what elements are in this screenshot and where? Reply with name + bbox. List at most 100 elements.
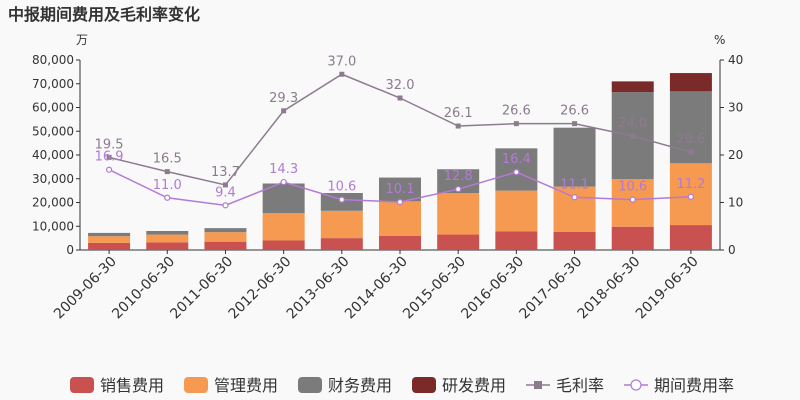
data-label: 12.8: [444, 169, 473, 184]
point-marker: [455, 123, 461, 129]
bar-segment: [437, 234, 480, 250]
left-tick-label: 40,000: [32, 148, 74, 162]
chart-title: 中报期间费用及毛利率变化: [8, 5, 200, 24]
bar-segment: [379, 177, 421, 202]
bar-segment: [204, 232, 247, 242]
data-label: 16.5: [153, 152, 182, 167]
point-marker: [164, 194, 171, 201]
bar-segment: [553, 186, 596, 232]
bar-segment: [437, 193, 480, 235]
point-marker: [280, 178, 287, 186]
right-tick-label: 10: [728, 196, 743, 210]
data-label: 9.4: [215, 185, 236, 200]
data-label: 13.7: [211, 165, 240, 180]
bar-segment: [437, 169, 480, 193]
point-marker: [688, 149, 694, 155]
bars: [88, 73, 712, 250]
left-tick-label: 70,000: [32, 77, 74, 91]
bar-segment: [88, 232, 131, 237]
point-marker: [396, 198, 404, 206]
bar-segment: [495, 231, 538, 250]
bar-segment: [669, 73, 712, 92]
point-marker: [397, 95, 403, 101]
bar-segment: [611, 226, 654, 250]
bar-segment: [204, 228, 247, 233]
right-tick-label: 0: [728, 243, 736, 257]
data-label: 16.4: [502, 152, 531, 167]
legend-item: 管理费用: [184, 376, 278, 395]
legend-label: 研发费用: [442, 376, 506, 395]
data-label: 11.1: [560, 177, 589, 192]
legend-item: 期间费用率: [624, 376, 734, 395]
point-marker: [571, 194, 578, 201]
bar-segment: [204, 241, 247, 250]
data-label: 11.2: [676, 177, 705, 192]
bar-segment: [146, 234, 189, 243]
left-tick-label: 20,000: [32, 196, 74, 210]
data-label: 10.6: [618, 180, 647, 195]
point-marker: [339, 71, 345, 77]
legend-label: 财务费用: [328, 376, 392, 395]
bar-segment: [553, 127, 596, 187]
legend-label: 销售费用: [100, 376, 164, 395]
legend-marker: [630, 379, 642, 391]
legend-swatch: [70, 377, 94, 393]
legend-item: 销售费用: [70, 376, 164, 395]
left-tick-label: 10,000: [32, 219, 74, 233]
bar-segment: [320, 210, 363, 239]
right-axis-unit: %: [714, 33, 725, 47]
right-tick-label: 40: [728, 53, 743, 67]
point-marker: [572, 121, 578, 127]
bar-segment: [379, 235, 421, 250]
bar-segment: [379, 201, 421, 236]
point-marker: [513, 121, 519, 127]
left-axis-unit: 万: [76, 33, 88, 47]
data-label: 10.6: [327, 180, 356, 195]
point-marker: [455, 186, 462, 193]
point-marker: [687, 193, 695, 200]
legend-item: 毛利率: [526, 376, 604, 395]
data-label: 16.9: [95, 150, 124, 165]
point-marker: [338, 196, 345, 203]
lines: [105, 71, 695, 209]
right-tick-label: 30: [728, 101, 743, 115]
data-labels: 19.5 16.5 13.7 29.3 37.0 32.0 26.1 26.6 26.6 24.0…: [95, 54, 706, 200]
point-marker: [105, 166, 113, 173]
left-tick-label: 50,000: [32, 124, 74, 138]
data-label: 26.6: [560, 104, 589, 119]
legend-marker: [534, 381, 542, 389]
bar-segment: [88, 242, 131, 250]
data-label: 37.0: [327, 54, 356, 69]
legend-swatch: [184, 377, 208, 393]
point-marker: [164, 169, 170, 175]
bar-segment: [553, 231, 596, 250]
data-label: 26.6: [502, 104, 531, 119]
point-marker: [106, 154, 112, 160]
left-tick-label: 80,000: [32, 53, 74, 67]
data-label: 10.1: [386, 182, 415, 197]
data-label: 14.3: [269, 162, 298, 177]
bar-segment: [611, 179, 654, 227]
point-marker: [222, 202, 229, 209]
point-marker: [629, 196, 636, 203]
legend-swatch: [298, 377, 322, 393]
bar-segment: [262, 240, 305, 250]
point-marker: [513, 169, 520, 176]
data-label: 20.6: [676, 132, 705, 147]
bar-segment: [495, 190, 538, 232]
data-label: 29.3: [269, 91, 298, 106]
bar-segment: [88, 236, 131, 243]
bar-segment: [611, 81, 654, 93]
legend-label: 管理费用: [214, 376, 278, 395]
x-tick-label: 2019-06-30: [633, 254, 702, 323]
data-label: 11.0: [153, 178, 182, 193]
legend-swatch: [412, 377, 436, 393]
x-tick-labels: 2009-06-302010-06-302011-06-302012-06-30…: [51, 254, 702, 323]
legend-item: 研发费用: [412, 376, 506, 395]
bar-segment: [262, 213, 305, 241]
legend-label: 毛利率: [556, 376, 604, 395]
point-marker: [630, 133, 636, 139]
legend-label: 期间费用率: [654, 376, 734, 395]
